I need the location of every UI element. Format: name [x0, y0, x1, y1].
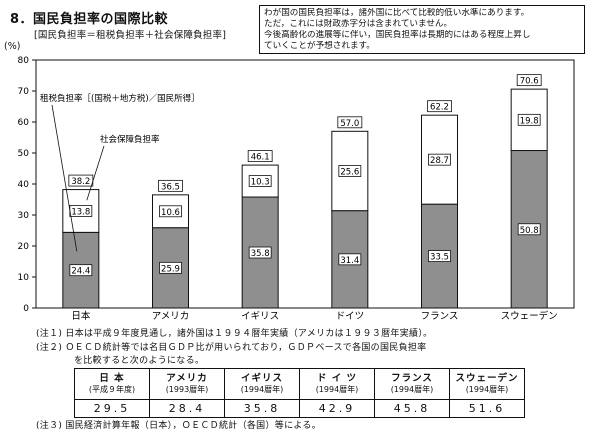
- footnote-3: (注３) 国民経済計算年報（日本），ＯＥＣＤ統計（各国）等による。: [36, 421, 322, 431]
- total-label: 36.5: [161, 182, 180, 192]
- total-label-box: [516, 74, 542, 87]
- data-label-tax-box: [428, 250, 451, 262]
- data-label-social: 10.6: [161, 208, 180, 218]
- y-tick-label: 30: [18, 211, 30, 221]
- table-cell: 45.8: [374, 399, 450, 418]
- category-label: フランス: [421, 311, 459, 320]
- category-label: ドイツ: [336, 311, 365, 320]
- series-label-social: 社会保障負担率: [100, 134, 160, 145]
- gdp-ratio-table: 日 本 (平成９年度) アメリカ (1993暦年) イギリス (1994暦年) ド イ…: [74, 368, 525, 418]
- total-label: 70.6: [520, 77, 539, 87]
- y-tick-label: 40: [18, 180, 30, 190]
- category-label: 日本: [71, 310, 91, 320]
- table-header-cell: アメリカ (1993暦年): [149, 368, 225, 400]
- data-label-tax-box: [338, 253, 362, 266]
- data-label-tax: 35.8: [251, 249, 270, 259]
- data-label-tax-box: [69, 264, 93, 277]
- table-header-cell: ド イ ツ (1994暦年): [299, 368, 375, 400]
- y-tick-label: 70: [18, 87, 30, 97]
- category-label: イギリス: [241, 311, 279, 320]
- table-header-cell: 日 本 (平成９年度): [74, 368, 150, 400]
- data-label-social: 19.8: [520, 116, 539, 126]
- table-cell: 35.8: [224, 399, 300, 418]
- data-label-tax-box: [248, 246, 272, 259]
- footnote-1: (注１) 日本は平成９年度見通し，諸外国は１９９４暦年実績（アメリカは１９９３暦…: [36, 329, 433, 339]
- data-label-tax: 50.8: [520, 226, 539, 236]
- y-axis-unit: (%): [4, 41, 21, 52]
- leader-line-social: [86, 145, 105, 201]
- data-label-social-box: [248, 175, 272, 187]
- note-line: ていくことが予想されます。: [264, 41, 375, 51]
- data-label-social-box: [517, 113, 541, 126]
- total-label-box: [427, 100, 452, 113]
- table-header-cell: スウェーデン (1994暦年): [449, 368, 525, 400]
- series-label-tax: 租税負担率［(国税＋地方税)／国民所得］: [40, 93, 200, 104]
- data-label-social: 10.3: [251, 178, 270, 188]
- data-label-social: 25.6: [340, 167, 359, 177]
- data-label-social-box: [428, 153, 451, 166]
- total-label: 38.2: [71, 177, 90, 187]
- data-label-tax: 31.4: [340, 256, 359, 266]
- total-label-box: [337, 116, 363, 129]
- y-tick-label: 80: [18, 56, 30, 66]
- table-header-cell: フランス (1994暦年): [374, 368, 450, 400]
- table-cell: 51.6: [449, 399, 525, 418]
- data-label-tax: 33.5: [430, 253, 449, 263]
- table-cell: 29.5: [74, 399, 150, 418]
- total-label-box: [247, 150, 273, 162]
- data-label-tax-box: [159, 261, 182, 274]
- data-label-social: 13.8: [71, 207, 90, 217]
- data-label-tax: 25.9: [161, 264, 180, 274]
- y-tick-label: 0: [23, 304, 29, 314]
- note-line: ただ，これには財政赤字分は含まれていません。: [264, 19, 453, 29]
- total-label: 46.1: [251, 153, 270, 163]
- data-label-social-box: [338, 165, 362, 177]
- data-label-social-box: [159, 205, 182, 218]
- info-note-box: わが国の国民負担率は，諸外国に比べて比較的低い水準にあります。 ただ，これには財…: [259, 5, 585, 54]
- note-line: 今後高齢化の進展等に伴い，国民負担率は長期的にはある程度上昇し: [264, 30, 531, 40]
- stacked-bar-chart: 0 10 20 30 40 50 60 70 80 24.4 13.8 38.2 日本 25.9 10.6 3…: [18, 56, 575, 320]
- total-label: 57.0: [340, 119, 359, 129]
- table-header-cell: イギリス (1994暦年): [224, 368, 300, 400]
- table-cell: 28.4: [149, 399, 225, 418]
- formula-label: [国民負担率＝租税負担率＋社会保障負担率]: [34, 30, 227, 41]
- leader-line-tax: [51, 104, 78, 252]
- total-label-box: [158, 179, 183, 192]
- bar-social-security: [331, 130, 369, 212]
- data-label-tax: 24.4: [71, 267, 90, 277]
- note-line: わが国の国民負担率は，諸外国に比べて比較的低い水準にあります。: [264, 8, 530, 18]
- y-tick-label: 60: [18, 118, 30, 128]
- y-tick-label: 10: [18, 273, 30, 283]
- table-header-row: 日 本 (平成９年度) アメリカ (1993暦年) イギリス (1994暦年) ド イ…: [74, 368, 525, 400]
- table-value-row: 29.5 28.4 35.8 42.9 45.8 51.6: [74, 399, 525, 418]
- footnote-2-continued: を比較すると次のようになる。: [74, 356, 205, 366]
- footnote-2: (注２) ＯＥＣＤ統計等では名目ＧＤＰ比が用いられており，ＧＤＰベースで各国の国…: [36, 343, 427, 353]
- data-label-social: 28.7: [430, 156, 449, 166]
- y-tick-label: 50: [18, 149, 30, 159]
- page-title: 8．国民負担率の国際比較: [10, 12, 169, 27]
- bar-tax: [241, 196, 279, 309]
- total-label: 62.2: [430, 103, 449, 113]
- y-tick-label: 20: [18, 242, 30, 252]
- data-label-tax-box: [517, 223, 541, 236]
- category-label: スウェーデン: [501, 310, 558, 320]
- category-label: アメリカ: [152, 311, 190, 320]
- table-cell: 42.9: [299, 399, 375, 418]
